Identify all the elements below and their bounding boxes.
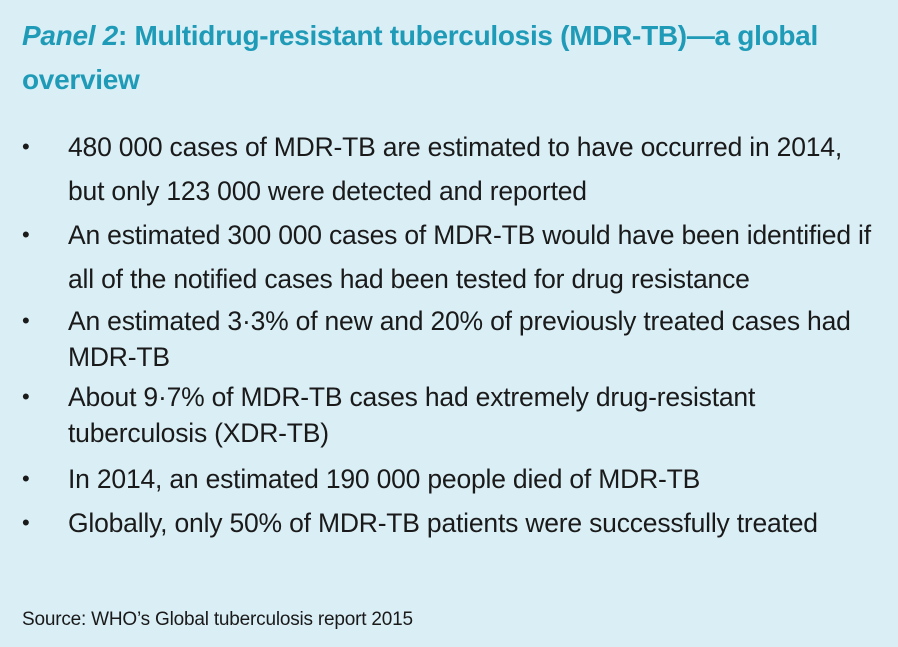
list-item-text: Globally, only 50% of MDR-TB patients we… <box>68 508 818 538</box>
bullet-icon: • <box>22 510 30 535</box>
source-note: Source: WHO’s Global tuberculosis report… <box>22 609 413 630</box>
panel-title: Panel 2: Multidrug-resistant tuberculosi… <box>22 14 876 102</box>
list-item: • About 9·7% of MDR-TB cases had extreme… <box>22 379 882 451</box>
list-item: • An estimated 3·3% of new and 20% of pr… <box>22 303 882 375</box>
fact-list: • 480 000 cases of MDR-TB are estimated … <box>22 125 882 545</box>
panel-label: Panel 2 <box>22 20 118 51</box>
list-item-text: An estimated 3·3% of new and 20% of prev… <box>68 306 851 372</box>
bullet-icon: • <box>22 308 30 333</box>
list-item: • In 2014, an estimated 190 000 people d… <box>22 457 882 501</box>
list-item: • Globally, only 50% of MDR-TB patients … <box>22 501 882 545</box>
bullet-icon: • <box>22 222 30 247</box>
list-item-text: About 9·7% of MDR-TB cases had extremely… <box>68 382 756 448</box>
panel-title-text: : Multidrug-resistant tuberculosis (MDR-… <box>22 20 818 95</box>
list-item-text: In 2014, an estimated 190 000 people die… <box>68 464 701 494</box>
bullet-icon: • <box>22 466 30 491</box>
bullet-icon: • <box>22 384 30 409</box>
list-item-text: 480 000 cases of MDR-TB are estimated to… <box>68 132 842 206</box>
list-item: • An estimated 300 000 cases of MDR-TB w… <box>22 213 882 301</box>
bullet-icon: • <box>22 134 30 159</box>
list-item: • 480 000 cases of MDR-TB are estimated … <box>22 125 882 213</box>
list-item-text: An estimated 300 000 cases of MDR-TB wou… <box>68 220 871 294</box>
